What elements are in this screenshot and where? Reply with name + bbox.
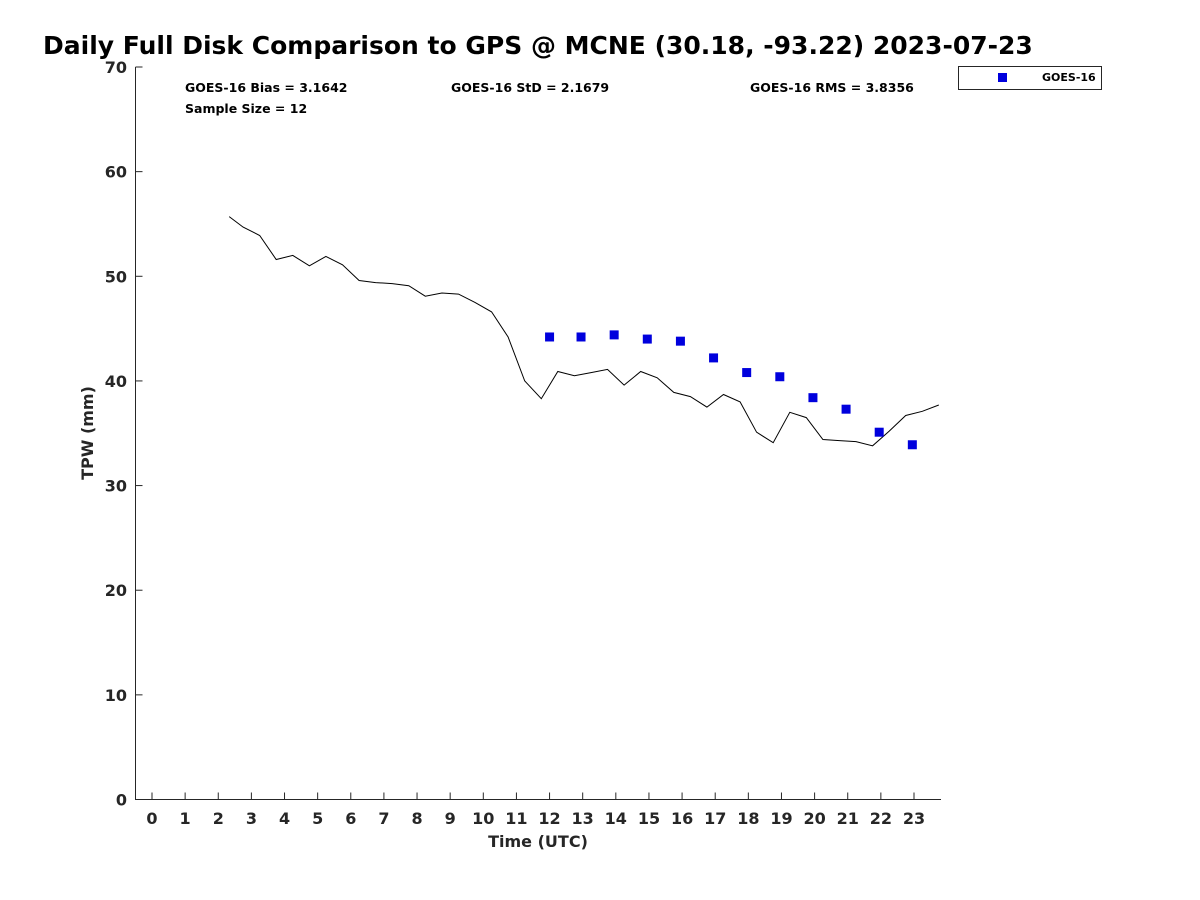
gps-tpw-line bbox=[228, 216, 939, 447]
y-tick-label: 20 bbox=[105, 581, 127, 600]
x-tick-label: 3 bbox=[246, 809, 257, 828]
goes16-point bbox=[775, 372, 785, 382]
y-tick-label: 30 bbox=[105, 477, 127, 496]
x-tick-label: 18 bbox=[737, 809, 759, 828]
y-axis-label: TPW (mm) bbox=[78, 386, 97, 480]
legend-marker-goes16 bbox=[998, 73, 1007, 82]
x-tick-label: 22 bbox=[870, 809, 892, 828]
series-layer bbox=[228, 216, 939, 450]
x-tick-label: 1 bbox=[180, 809, 191, 828]
x-tick-label: 0 bbox=[146, 809, 157, 828]
goes16-point bbox=[675, 336, 685, 346]
x-tick-label: 8 bbox=[411, 809, 422, 828]
stat-rms: GOES-16 RMS = 3.8356 bbox=[750, 80, 914, 95]
legend-label-goes16: GOES-16 bbox=[1042, 71, 1096, 84]
x-tick-label: 10 bbox=[472, 809, 494, 828]
goes16-point bbox=[545, 332, 555, 342]
x-tick-label: 12 bbox=[538, 809, 560, 828]
stat-bias: GOES-16 Bias = 3.1642 bbox=[185, 80, 347, 95]
x-tick-label: 9 bbox=[445, 809, 456, 828]
x-tick-label: 5 bbox=[312, 809, 323, 828]
stat-std: GOES-16 StD = 2.1679 bbox=[451, 80, 609, 95]
goes16-point bbox=[907, 440, 917, 450]
x-tick-label: 4 bbox=[279, 809, 290, 828]
goes16-point bbox=[709, 353, 719, 363]
chart-title: Daily Full Disk Comparison to GPS @ MCNE… bbox=[43, 31, 1033, 60]
stat-sample-size: Sample Size = 12 bbox=[185, 101, 307, 116]
x-tick-label: 16 bbox=[671, 809, 693, 828]
goes16-point bbox=[874, 427, 884, 437]
x-tick-label: 6 bbox=[345, 809, 356, 828]
goes16-point bbox=[609, 330, 619, 340]
y-tick-label: 10 bbox=[105, 686, 127, 705]
x-tick-label: 20 bbox=[803, 809, 825, 828]
goes16-point bbox=[742, 368, 752, 378]
x-tick-label: 7 bbox=[378, 809, 389, 828]
goes16-point bbox=[576, 332, 586, 342]
x-axis-label: Time (UTC) bbox=[488, 832, 588, 851]
goes16-point bbox=[642, 334, 652, 344]
y-tick-label: 70 bbox=[105, 58, 127, 77]
y-tick-label: 60 bbox=[105, 163, 127, 182]
legend: GOES-16 bbox=[958, 66, 1102, 90]
x-tick-label: 13 bbox=[572, 809, 594, 828]
x-tick-label: 11 bbox=[505, 809, 527, 828]
y-tick-label: 0 bbox=[116, 791, 127, 810]
goes16-point bbox=[808, 393, 818, 403]
legend-box bbox=[958, 66, 1102, 90]
y-tick-label: 40 bbox=[105, 372, 127, 391]
x-tick-label: 17 bbox=[704, 809, 726, 828]
x-tick-label: 19 bbox=[770, 809, 792, 828]
x-tick-label: 21 bbox=[837, 809, 859, 828]
y-ticks: 0 10 20 30 40 50 60 70 bbox=[105, 58, 143, 810]
goes16-point bbox=[841, 404, 851, 414]
x-tick-label: 14 bbox=[605, 809, 627, 828]
y-tick-label: 50 bbox=[105, 267, 127, 286]
x-tick-label: 15 bbox=[638, 809, 660, 828]
x-ticks: 0 1 2 3 4 5 6 7 8 9 10 11 12 13 14 15 16 17 18 19 20 21 22 23 bbox=[146, 792, 925, 828]
x-tick-label: 2 bbox=[213, 809, 224, 828]
plot-axes bbox=[135, 67, 941, 800]
x-tick-label: 23 bbox=[903, 809, 925, 828]
